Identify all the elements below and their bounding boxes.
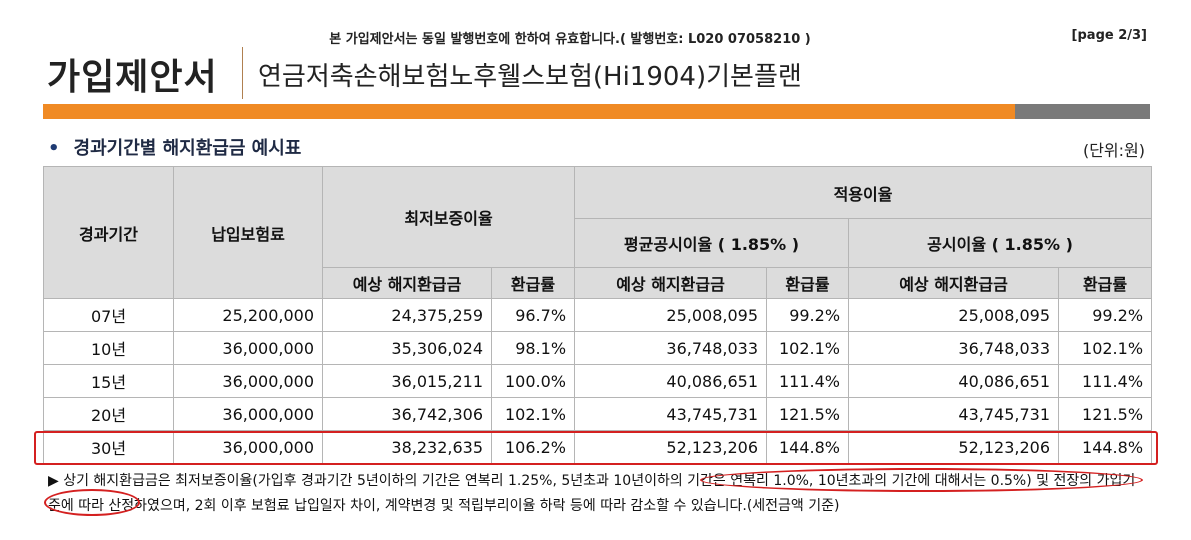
- cell-pub-refund: 52,123,206: [848, 430, 1060, 464]
- cell-premium: 36,000,000: [173, 331, 323, 365]
- cell-pub-refund: 25,008,095: [848, 298, 1060, 332]
- cell-premium: 25,200,000: [173, 298, 323, 332]
- cell-avg-ratio: 111.4%: [766, 364, 850, 398]
- cell-avg-refund: 25,008,095: [574, 298, 768, 332]
- header-bar-gray: [1015, 104, 1150, 119]
- cell-pub-ratio: 144.8%: [1058, 430, 1153, 464]
- cell-avg-refund: 36,748,033: [574, 331, 768, 365]
- title-divider: [242, 47, 243, 99]
- header-min-rate: 최저보증이율: [321, 166, 576, 268]
- cell-min-refund: 24,375,259: [322, 298, 492, 332]
- cell-period: 15년: [43, 364, 174, 398]
- header-expected-refund: 예상 해지환급금: [848, 267, 1060, 299]
- section-title: • 경과기간별 해지환급금 예시표: [48, 134, 301, 160]
- cell-premium: 36,000,000: [173, 397, 323, 431]
- rate-highlight-oval: [700, 468, 1143, 492]
- header-applied-rate: 적용이율: [574, 166, 1153, 219]
- bullet-icon: •: [48, 138, 60, 159]
- validity-notice: 본 가입제안서는 동일 발행번호에 한하여 유효합니다.( 발행번호: L020…: [329, 32, 811, 47]
- cell-pub-refund: 36,748,033: [848, 331, 1060, 365]
- cell-min-refund: 35,306,024: [322, 331, 492, 365]
- cell-min-ratio: 98.1%: [490, 331, 576, 365]
- unit-label: (단위:원): [1082, 141, 1145, 160]
- header-expected-refund: 예상 해지환급금: [322, 267, 492, 299]
- cell-pub-ratio: 111.4%: [1058, 364, 1153, 398]
- cell-pub-ratio: 121.5%: [1058, 397, 1153, 431]
- cell-period: 10년: [43, 331, 174, 365]
- document-title: 가입제안서: [47, 57, 218, 98]
- header-premium: 납입보험료: [173, 166, 323, 299]
- header-refund-ratio: 환급률: [1058, 267, 1153, 299]
- cell-avg-refund: 40,086,651: [574, 364, 768, 398]
- cell-min-refund: 36,015,211: [322, 364, 492, 398]
- page-number: [page 2/3]: [1071, 28, 1147, 43]
- cell-premium: 36,000,000: [173, 364, 323, 398]
- table-row: 20년 36,000,000 36,742,306 102.1% 43,745,…: [43, 397, 1153, 431]
- header-bar-orange: [43, 104, 1015, 119]
- header-avg-rate: 평균공시이율 ( 1.85% ): [574, 218, 850, 268]
- cell-period: 07년: [43, 298, 174, 332]
- cell-avg-ratio: 121.5%: [766, 397, 850, 431]
- row-highlight-annotation: [34, 431, 1158, 465]
- cell-period: 30년: [43, 430, 174, 464]
- cell-period: 20년: [43, 397, 174, 431]
- table-row: 07년 25,200,000 24,375,259 96.7% 25,008,0…: [43, 298, 1153, 332]
- cell-avg-refund: 43,745,731: [574, 397, 768, 431]
- table-row-highlighted: 30년 36,000,000 38,232,635 106.2% 52,123,…: [43, 430, 1153, 464]
- cell-min-ratio: 100.0%: [490, 364, 576, 398]
- section-title-text: 경과기간별 해지환급금 예시표: [73, 138, 302, 159]
- cell-pub-refund: 40,086,651: [848, 364, 1060, 398]
- header-pub-rate: 공시이율 ( 1.85% ): [848, 218, 1153, 268]
- cell-avg-ratio: 99.2%: [766, 298, 850, 332]
- product-name: 연금저축손해보험노후웰스보험(Hi1904)기본플랜: [258, 62, 802, 92]
- cell-min-ratio: 102.1%: [490, 397, 576, 431]
- header-refund-ratio: 환급률: [766, 267, 850, 299]
- cell-min-refund: 36,742,306: [322, 397, 492, 431]
- cell-avg-ratio: 102.1%: [766, 331, 850, 365]
- header-refund-ratio: 환급률: [490, 267, 576, 299]
- header-expected-refund: 예상 해지환급금: [574, 267, 768, 299]
- header-period: 경과기간: [43, 166, 174, 299]
- rate-highlight-oval: [44, 489, 140, 516]
- table-row: 10년 36,000,000 35,306,024 98.1% 36,748,0…: [43, 331, 1153, 365]
- cell-min-ratio: 96.7%: [490, 298, 576, 332]
- cell-pub-refund: 43,745,731: [848, 397, 1060, 431]
- cell-premium: 36,000,000: [173, 430, 323, 464]
- refund-table: 경과기간 납입보험료 최저보증이율 적용이율 평균공시이율 ( 1.85% ) …: [43, 166, 1153, 464]
- table-row: 15년 36,000,000 36,015,211 100.0% 40,086,…: [43, 364, 1153, 398]
- cell-pub-ratio: 99.2%: [1058, 298, 1153, 332]
- cell-pub-ratio: 102.1%: [1058, 331, 1153, 365]
